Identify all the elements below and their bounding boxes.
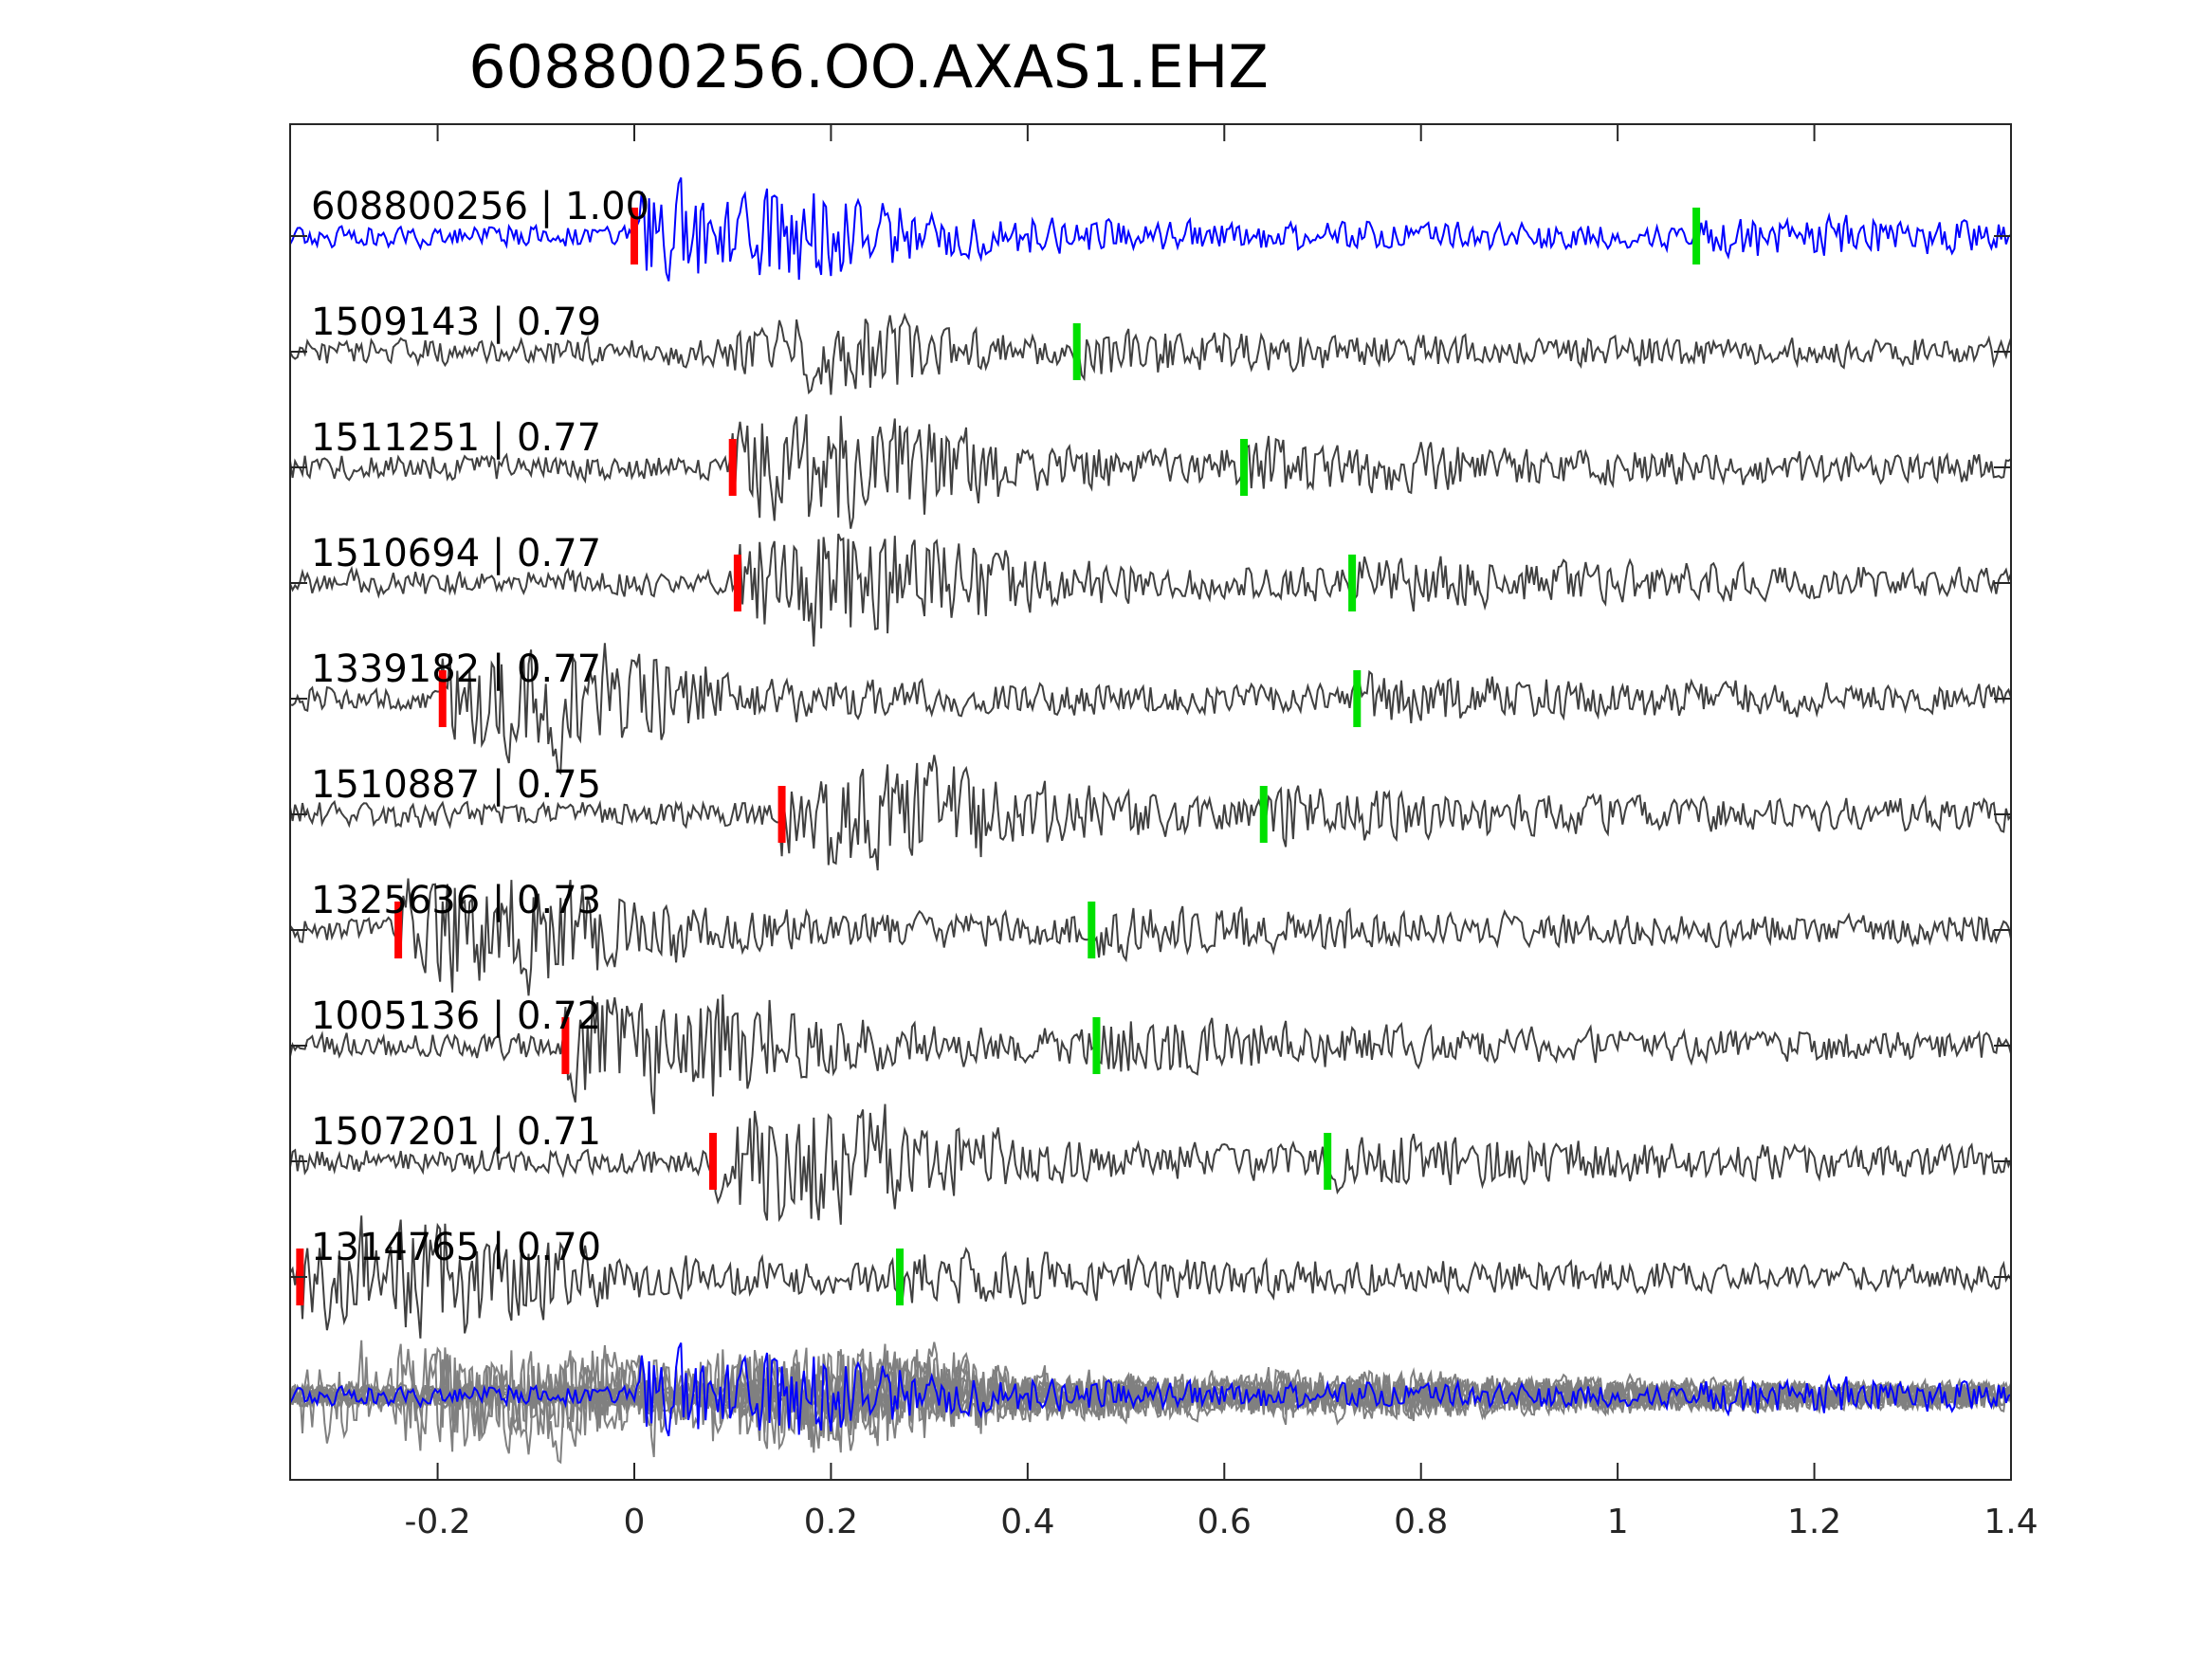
trace-line-6 (289, 878, 2012, 996)
traces-layer (289, 177, 2012, 1339)
trace-line-5 (289, 755, 2012, 871)
x-tick-label-4: 0.6 (1197, 1503, 1252, 1541)
trace-line-4 (289, 643, 2012, 775)
x-tick-label-1: 0 (624, 1503, 646, 1541)
trace-line-8 (289, 1103, 2012, 1225)
trace-label-4: 1339182 | 0.77 (311, 647, 601, 691)
trace-line-0 (289, 177, 2012, 282)
x-tick-label-0: -0.2 (404, 1503, 470, 1541)
stack-reference-trace (289, 1342, 2012, 1437)
x-tick-label-7: 1.2 (1787, 1503, 1841, 1541)
trace-line-7 (289, 994, 2012, 1115)
x-tick-label-2: 0.2 (804, 1503, 858, 1541)
picks-layer (296, 208, 1701, 1305)
trace-line-2 (289, 414, 2012, 529)
trace-label-2: 1511251 | 0.77 (311, 416, 601, 460)
x-tick-label-6: 1 (1607, 1503, 1629, 1541)
x-tick-label-3: 0.4 (1000, 1503, 1054, 1541)
trace-label-9: 1314765 | 0.70 (311, 1226, 601, 1269)
trace-label-6: 1325636 | 0.73 (311, 879, 601, 922)
trace-label-5: 1510887 | 0.75 (311, 763, 601, 807)
trace-labels: 608800256 | 1.00 1509143 | 0.79 1511251 | … (311, 185, 649, 1269)
plot-frame (289, 123, 2012, 1481)
trace-line-3 (289, 533, 2012, 647)
trace-line-1 (289, 312, 2012, 395)
trace-label-3: 1510694 | 0.77 (311, 532, 601, 575)
x-axis: -0.2 0 0.2 0.4 0.6 0.8 1 1.2 1.4 (290, 124, 2038, 1541)
trace-label-1: 1509143 | 0.79 (311, 301, 601, 344)
x-tick-label-8: 1.4 (1983, 1503, 2038, 1541)
trace-label-8: 1507201 | 0.71 (311, 1110, 601, 1154)
trace-label-7: 1005136 | 0.72 (311, 994, 601, 1038)
trace-label-0: 608800256 | 1.00 (311, 185, 649, 228)
trace-line-9 (289, 1215, 2012, 1339)
chart-title: 608800256.OO.AXAS1.EHZ (468, 32, 1269, 101)
x-tick-label-5: 0.8 (1394, 1503, 1448, 1541)
stack-overlay (289, 1340, 2012, 1465)
